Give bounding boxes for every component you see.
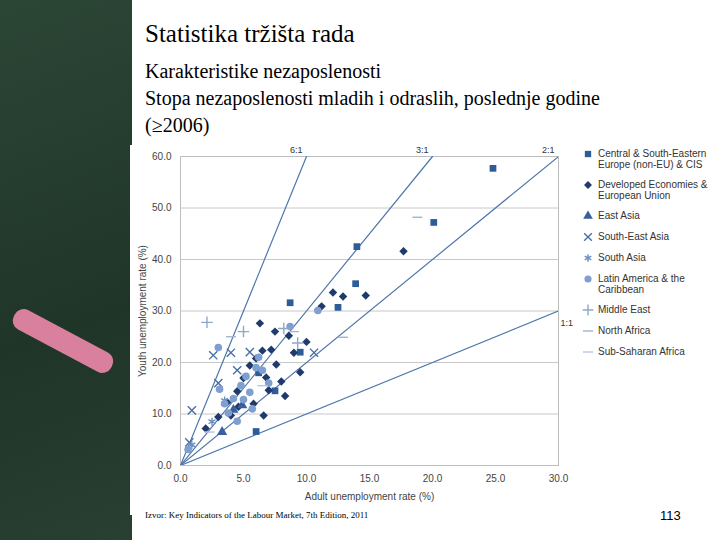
svg-text:1:1: 1:1 (561, 318, 574, 328)
html-text:South Asia: South Asia (598, 252, 646, 263)
svg-text:3:1: 3:1 (416, 145, 429, 155)
html-text:South-East Asia: South-East Asia (598, 231, 670, 242)
svg-text:10.0: 10.0 (297, 473, 317, 484)
svg-text:20.0: 20.0 (152, 357, 172, 368)
html-text:Statistika tržišta rada: Statistika tržišta rada (145, 20, 355, 47)
svg-text:6:1: 6:1 (290, 145, 303, 155)
svg-text:50.0: 50.0 (152, 202, 172, 213)
html-text:Karakteristike nezaposlenosti: Karakteristike nezaposlenosti (145, 60, 381, 82)
svg-text:5.0: 5.0 (237, 473, 251, 484)
svg-text:30.0: 30.0 (549, 473, 569, 484)
html-text:Izvor: Key Indicators of the L: Izvor: Key Indicators of the Labour Mark… (145, 510, 369, 520)
html-text:Central & South-Eastern Europe: Central & South-Eastern Europe (non-EU) … (598, 148, 707, 170)
svg-text:2:1: 2:1 (542, 145, 555, 155)
svg-text:15.0: 15.0 (360, 473, 380, 484)
html-text:East Asia: East Asia (598, 210, 640, 221)
svg-text:Youth unemployment rate (%): Youth unemployment rate (%) (137, 245, 148, 377)
svg-text:60.0: 60.0 (152, 151, 172, 162)
html-text:North Africa: North Africa (598, 325, 651, 336)
svg-text:40.0: 40.0 (152, 254, 172, 265)
svg-text:0.0: 0.0 (174, 473, 188, 484)
html-text:Middle East: Middle East (598, 304, 651, 315)
svg-text:20.0: 20.0 (423, 473, 443, 484)
svg-text:Adult unemployment rate (%): Adult unemployment rate (%) (305, 491, 435, 502)
svg-text:25.0: 25.0 (486, 473, 506, 484)
html-text:Stopa nezaposlenosti mladih i: Stopa nezaposlenosti mladih i odraslih, … (145, 87, 600, 136)
svg-text:30.0: 30.0 (152, 305, 172, 316)
html-text:Latin America & the Caribbean: Latin America & the Caribbean (598, 273, 685, 295)
html-text:113: 113 (660, 508, 681, 523)
html-text:Developed Economies & European: Developed Economies & European Union (598, 179, 708, 201)
svg-text:10.0: 10.0 (152, 408, 172, 419)
html-text:Sub-Saharan Africa: Sub-Saharan Africa (598, 346, 685, 357)
svg-text:0.0: 0.0 (158, 460, 172, 471)
